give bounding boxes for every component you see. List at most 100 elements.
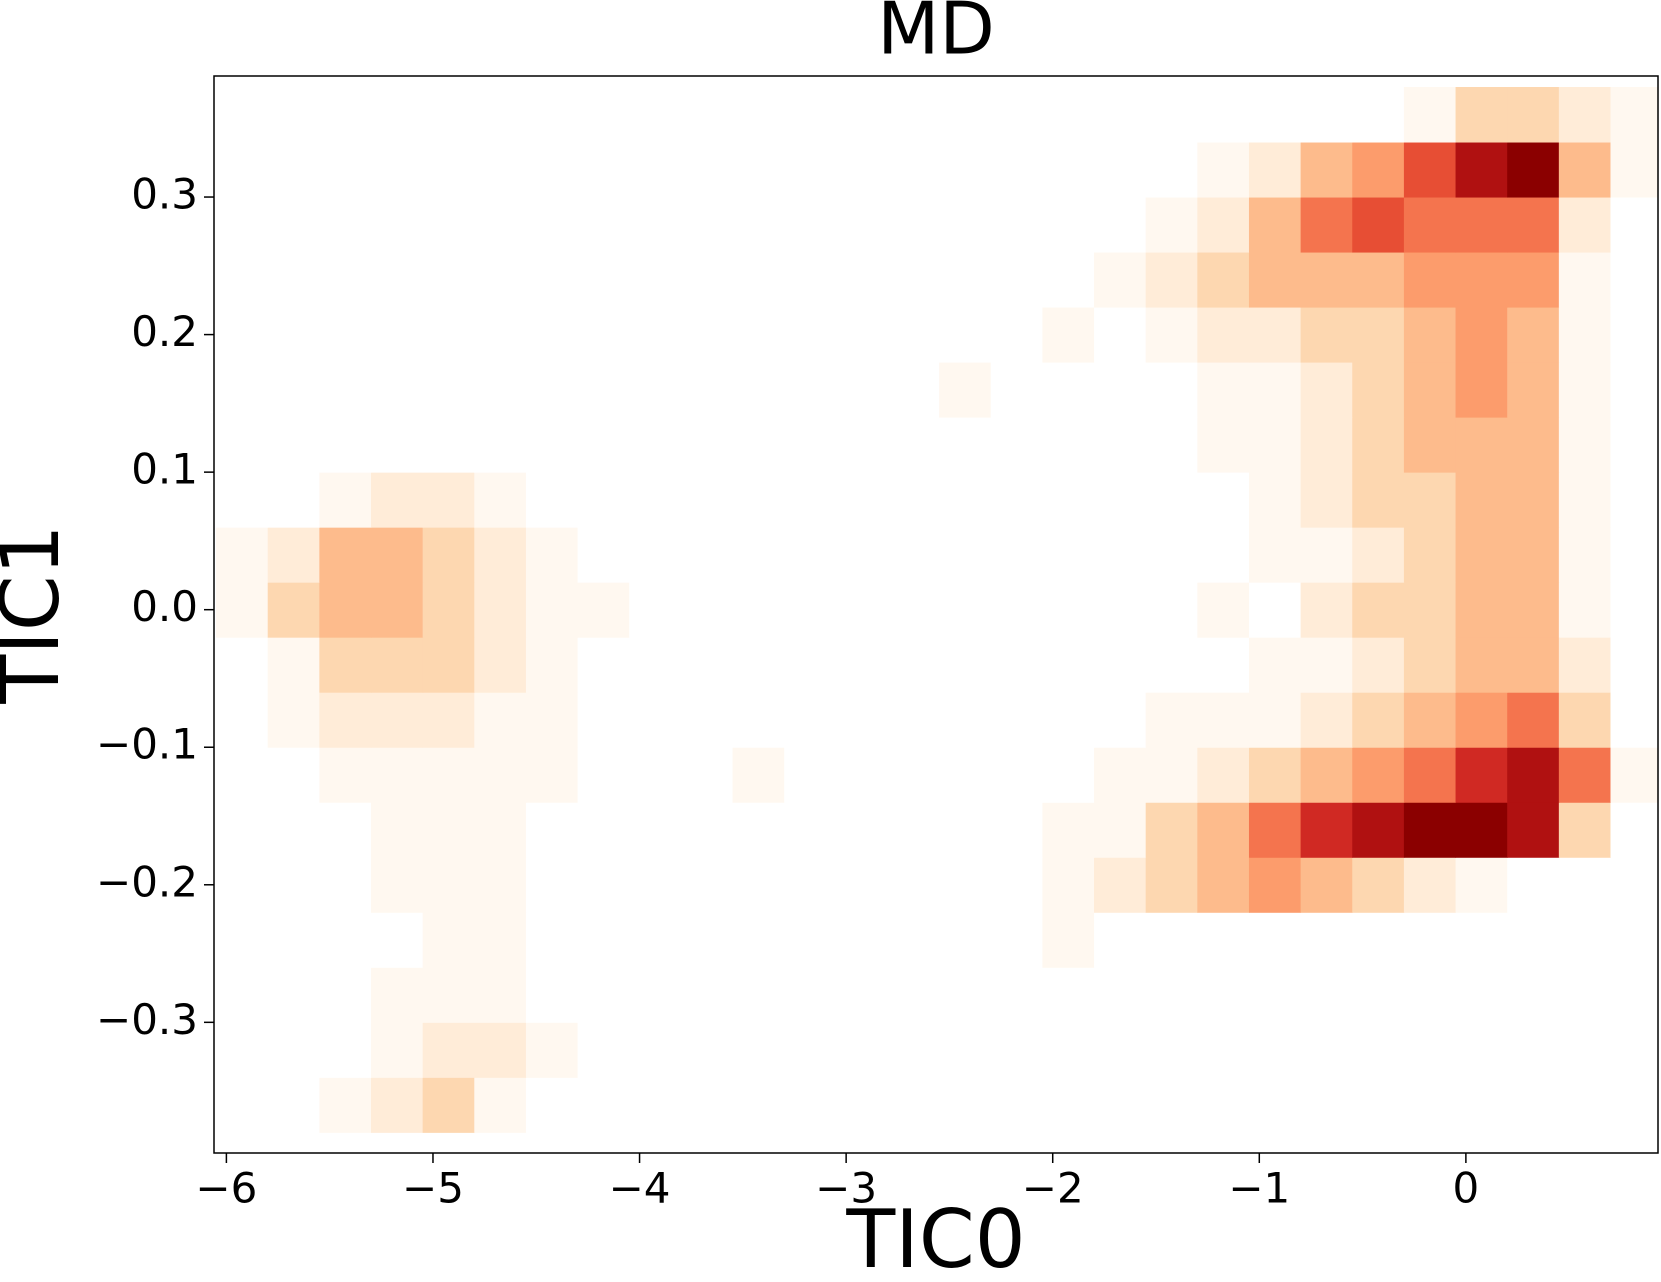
- heatmap-cell: [216, 472, 269, 528]
- heatmap-cell: [1610, 1077, 1658, 1133]
- heatmap-cell: [629, 197, 682, 253]
- heatmap-cell: [1403, 472, 1457, 528]
- heatmap-cell: [990, 857, 1043, 913]
- heatmap-cell: [1507, 362, 1560, 418]
- heatmap-cell: [422, 252, 475, 308]
- x-tick-label: 0: [1453, 1164, 1480, 1213]
- heatmap-cell: [835, 417, 888, 473]
- heatmap-cell: [1455, 967, 1508, 1023]
- heatmap-cell: [680, 417, 734, 473]
- heatmap-cell: [1197, 252, 1250, 308]
- heatmap-cell: [784, 87, 837, 143]
- heatmap-cell: [680, 197, 734, 253]
- heatmap-cell: [1403, 527, 1457, 583]
- heatmap-cell: [577, 747, 630, 803]
- heatmap-cell: [1145, 1077, 1198, 1133]
- heatmap-cell: [371, 197, 424, 253]
- heatmap-cell: [629, 527, 682, 583]
- heatmap-cell: [1145, 802, 1198, 858]
- heatmap-cell: [784, 252, 837, 308]
- heatmap-cell: [1042, 747, 1095, 803]
- heatmap-cell: [887, 87, 940, 143]
- heatmap-cell: [1455, 637, 1508, 693]
- heatmap-cell: [1145, 197, 1198, 253]
- heatmap-cell: [835, 747, 888, 803]
- heatmap-cell: [1248, 197, 1302, 253]
- heatmap-cell: [1455, 197, 1508, 253]
- heatmap-cell: [422, 417, 475, 473]
- heatmap-cell: [1094, 142, 1147, 198]
- heatmap-cell: [577, 1077, 630, 1133]
- heatmap-cell: [1197, 857, 1250, 913]
- heatmap-cell: [1145, 1022, 1198, 1078]
- heatmap-cell: [784, 692, 837, 748]
- heatmap-cell: [1300, 802, 1353, 858]
- heatmap-cell: [1455, 802, 1508, 858]
- heatmap-cell: [371, 1077, 424, 1133]
- heatmap-cell: [371, 527, 424, 583]
- heatmap-cell: [474, 747, 527, 803]
- heatmap-cell: [1300, 87, 1353, 143]
- heatmap-cell: [1248, 637, 1302, 693]
- heatmap-cell: [474, 582, 527, 638]
- heatmap-cell: [1197, 802, 1250, 858]
- heatmap-cell: [1145, 637, 1198, 693]
- heatmap-cell: [1403, 417, 1457, 473]
- heatmap-cell: [1145, 747, 1198, 803]
- heatmap-cell: [577, 417, 630, 473]
- heatmap-cell: [1352, 362, 1405, 418]
- heatmap-cell: [1197, 912, 1250, 968]
- y-tick-label: 0.3: [131, 170, 198, 219]
- heatmap-cell: [784, 1077, 837, 1133]
- heatmap-cell: [1300, 472, 1353, 528]
- heatmap-cell: [1507, 307, 1560, 363]
- heatmap-cell: [577, 692, 630, 748]
- heatmap-cell: [1610, 252, 1658, 308]
- heatmap-cell: [422, 692, 475, 748]
- heatmap-cell: [422, 307, 475, 363]
- heatmap-cell: [887, 637, 940, 693]
- heatmap-cell: [1248, 87, 1302, 143]
- heatmap-cell: [1145, 252, 1198, 308]
- heatmap-cell: [939, 527, 992, 583]
- heatmap-cell: [1507, 747, 1560, 803]
- heatmap-cell: [319, 362, 372, 418]
- heatmap-cell: [1507, 252, 1560, 308]
- heatmap-cell: [1455, 307, 1508, 363]
- heatmap-cell: [732, 87, 785, 143]
- heatmap-cell: [1507, 197, 1560, 253]
- heatmap-cell: [422, 87, 475, 143]
- heatmap-cell: [319, 472, 372, 528]
- heatmap-cell: [1455, 912, 1508, 968]
- heatmap-cell: [1300, 912, 1353, 968]
- heatmap-cell: [939, 967, 992, 1023]
- heatmap-cell: [1610, 967, 1658, 1023]
- heatmap-cell: [1197, 692, 1250, 748]
- heatmap-cell: [1248, 692, 1302, 748]
- heatmap-cell: [680, 637, 734, 693]
- heatmap-cell: [1300, 637, 1353, 693]
- heatmap-cell: [1352, 582, 1405, 638]
- heatmap-cell: [939, 362, 992, 418]
- heatmap-cell: [1248, 307, 1302, 363]
- heatmap-cell: [1352, 142, 1405, 198]
- heatmap-cell: [1094, 802, 1147, 858]
- heatmap-cell: [680, 307, 734, 363]
- heatmap-cell: [577, 857, 630, 913]
- heatmap-cell: [887, 362, 940, 418]
- heatmap-cell: [1610, 747, 1658, 803]
- heatmap-cell: [1042, 802, 1095, 858]
- heatmap-cell: [835, 857, 888, 913]
- heatmap-cell: [216, 582, 269, 638]
- heatmap-cell: [1197, 362, 1250, 418]
- heatmap-cell: [1145, 912, 1198, 968]
- heatmap-cell: [1610, 87, 1658, 143]
- heatmap-cell: [1145, 307, 1198, 363]
- heatmap-cell: [680, 1077, 734, 1133]
- heatmap-cell: [371, 857, 424, 913]
- heatmap-cell: [1610, 417, 1658, 473]
- heatmap-cell: [1403, 307, 1457, 363]
- heatmap-cell: [1610, 527, 1658, 583]
- heatmap-cell: [371, 912, 424, 968]
